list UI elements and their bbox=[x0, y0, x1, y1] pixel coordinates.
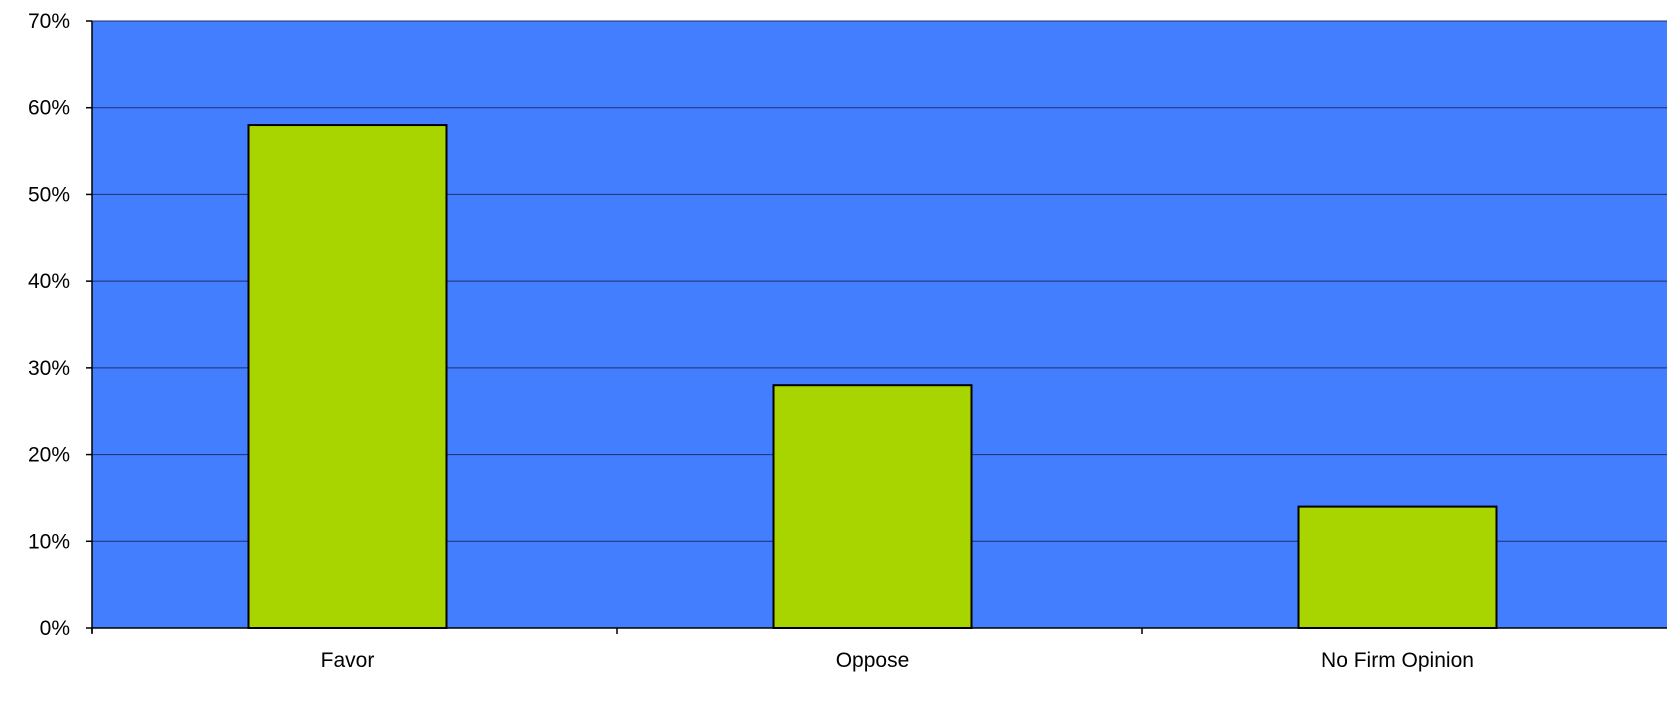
x-category-label: Oppose bbox=[836, 649, 910, 672]
x-category-label: No Firm Opinion bbox=[1321, 649, 1474, 672]
y-tick-label: 70% bbox=[28, 10, 70, 33]
axes bbox=[86, 20, 1667, 634]
y-tick-label: 10% bbox=[28, 530, 70, 553]
y-tick-label: 60% bbox=[28, 97, 70, 120]
x-category-label: Favor bbox=[321, 649, 375, 672]
y-tick-labels: 0% 10% 20% 30% 40% 50% 60% 70% bbox=[28, 10, 70, 640]
bar-favor bbox=[247, 124, 448, 630]
y-tick-label: 30% bbox=[28, 357, 70, 380]
y-tick-label: 20% bbox=[28, 444, 70, 467]
bar-no-firm-opinion bbox=[1297, 505, 1498, 630]
y-tick-label: 0% bbox=[40, 617, 70, 640]
x-category-labels: Favor Oppose No Firm Opinion bbox=[321, 649, 1474, 672]
y-tick-label: 50% bbox=[28, 183, 70, 206]
bar-oppose bbox=[772, 384, 973, 630]
y-tick-label: 40% bbox=[28, 270, 70, 293]
